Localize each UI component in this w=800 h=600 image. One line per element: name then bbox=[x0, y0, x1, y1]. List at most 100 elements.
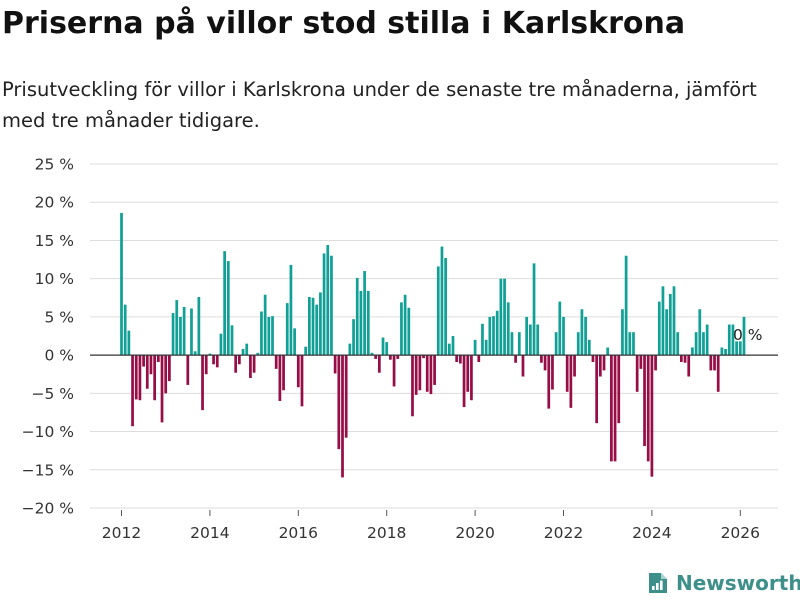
bar bbox=[182, 306, 186, 356]
bar bbox=[632, 332, 635, 356]
bar bbox=[289, 264, 293, 356]
bar bbox=[374, 355, 378, 359]
bar bbox=[436, 266, 440, 356]
bar bbox=[724, 349, 727, 356]
bar bbox=[311, 297, 315, 356]
bar bbox=[389, 355, 392, 360]
bar bbox=[683, 355, 687, 363]
y-tick-label: 5 % bbox=[44, 308, 74, 326]
bar bbox=[687, 355, 691, 377]
bar bbox=[680, 355, 683, 362]
bar bbox=[654, 355, 657, 371]
bar bbox=[160, 355, 164, 423]
bar bbox=[433, 355, 436, 385]
bar bbox=[230, 325, 234, 356]
bar bbox=[131, 355, 134, 427]
bar bbox=[208, 353, 212, 356]
x-tick-label: 2016 bbox=[279, 524, 318, 542]
bar bbox=[565, 355, 569, 392]
x-tick-label: 2026 bbox=[721, 524, 760, 542]
bar bbox=[315, 304, 319, 356]
bar bbox=[142, 355, 145, 367]
bar bbox=[138, 355, 142, 401]
bar bbox=[492, 316, 495, 356]
y-tick-label: −5 % bbox=[31, 385, 74, 403]
bar bbox=[595, 355, 599, 424]
bar bbox=[241, 349, 245, 356]
bar bbox=[267, 316, 271, 356]
bar bbox=[521, 355, 525, 377]
bar bbox=[171, 313, 175, 356]
bar bbox=[562, 316, 565, 356]
y-tick-label: −20 % bbox=[22, 500, 74, 518]
bar bbox=[355, 277, 359, 356]
bar bbox=[646, 355, 650, 462]
bar bbox=[278, 355, 282, 401]
bar bbox=[495, 310, 499, 356]
bar bbox=[204, 355, 208, 375]
bar bbox=[676, 332, 680, 356]
bar bbox=[307, 297, 311, 356]
bar bbox=[363, 271, 366, 356]
bar bbox=[602, 355, 606, 371]
bar bbox=[735, 341, 738, 356]
bar bbox=[271, 316, 274, 356]
bar bbox=[610, 355, 613, 462]
x-tick-label: 2024 bbox=[632, 524, 671, 542]
bar bbox=[499, 278, 503, 356]
bar bbox=[263, 294, 267, 356]
bar bbox=[639, 355, 643, 369]
bar bbox=[624, 255, 628, 356]
bar bbox=[123, 304, 127, 356]
bar bbox=[201, 355, 204, 411]
bar bbox=[661, 286, 665, 356]
bar bbox=[576, 332, 580, 356]
bar bbox=[477, 355, 481, 362]
bar bbox=[694, 332, 698, 356]
bar bbox=[212, 355, 215, 365]
bar bbox=[422, 355, 425, 359]
bar bbox=[720, 347, 724, 356]
bar bbox=[304, 346, 308, 356]
bar bbox=[256, 352, 260, 356]
y-axis-labels: 25 % 20 % 15 % 10 % 5 % 0 % −5 % −10 % −15 % −20 … bbox=[22, 156, 74, 518]
bar bbox=[514, 355, 517, 363]
bar bbox=[727, 324, 731, 356]
bar bbox=[385, 342, 389, 356]
x-axis: 2012 2014 2016 2018 2020 2022 2024 2026 bbox=[102, 510, 760, 542]
bar bbox=[540, 355, 543, 363]
bar bbox=[470, 355, 473, 401]
chart-title: Priserna på villor stod stilla i Karlskr… bbox=[2, 6, 686, 41]
bar bbox=[249, 355, 252, 379]
bar bbox=[742, 316, 746, 356]
bar bbox=[668, 293, 672, 356]
bar bbox=[377, 355, 381, 373]
bar bbox=[569, 355, 573, 408]
bar bbox=[359, 290, 363, 356]
annotations: 0 % bbox=[733, 326, 763, 344]
bar bbox=[547, 355, 551, 409]
bar bbox=[190, 308, 193, 356]
bar bbox=[274, 355, 278, 369]
bar bbox=[403, 294, 407, 356]
bars bbox=[120, 212, 746, 478]
x-tick-label: 2020 bbox=[455, 524, 494, 542]
bar bbox=[330, 255, 333, 356]
bar bbox=[444, 258, 447, 356]
bar bbox=[352, 319, 355, 356]
bar bbox=[635, 355, 639, 392]
bar bbox=[296, 355, 300, 388]
bar bbox=[698, 309, 702, 356]
bar bbox=[459, 355, 462, 364]
bar bbox=[488, 316, 492, 356]
newsworthy-logo[interactable]: Newsworthy bbox=[645, 568, 800, 598]
bar bbox=[282, 355, 285, 391]
bar bbox=[319, 292, 322, 356]
y-tick-label: 10 % bbox=[35, 270, 74, 288]
bar bbox=[400, 302, 403, 356]
bar bbox=[333, 355, 337, 374]
bar bbox=[414, 355, 418, 395]
bar bbox=[481, 323, 484, 356]
bar bbox=[293, 328, 296, 356]
bar bbox=[716, 355, 720, 392]
